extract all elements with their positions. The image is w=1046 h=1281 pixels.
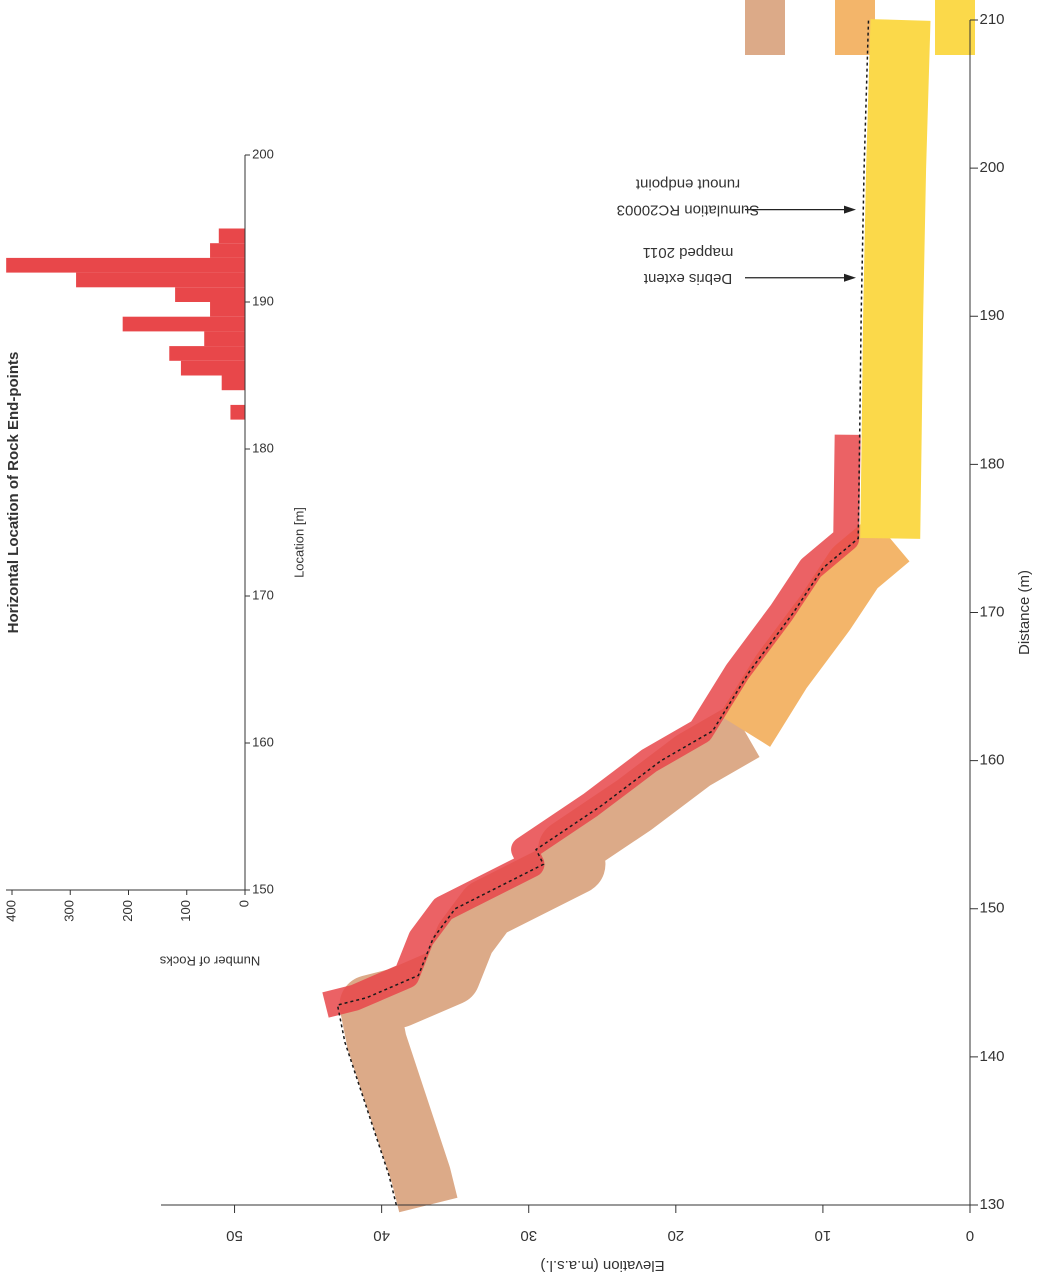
x-tick-label: 150	[252, 881, 274, 896]
x-tick-label: 180	[979, 455, 1004, 472]
histogram-bar	[180, 360, 245, 376]
histogram-bar	[204, 331, 246, 347]
y-tick-label: 40	[373, 1227, 390, 1244]
x-tick-label: 200	[252, 146, 274, 161]
histogram-title: Horizontal Location of Rock End-points	[5, 352, 22, 634]
x-tick-label: 160	[979, 752, 1004, 769]
x-tick-label: 170	[979, 603, 1004, 620]
histogram-bar	[218, 228, 246, 244]
y-tick-label: 0	[236, 900, 251, 907]
rotated-frame: 130 140 150 160 170 180 190 200 210 0 10 20 30 40 50 Di…	[3, 11, 1033, 1274]
x-tick-label: 190	[979, 307, 1004, 324]
x-tick-label: 150	[979, 900, 1004, 917]
y-tick-label: 400	[3, 900, 18, 922]
histogram-bar	[210, 302, 246, 317]
x-tick-label: 200	[979, 159, 1004, 176]
y-axis-title: Number of Rocks	[159, 954, 260, 969]
histogram-bar	[230, 404, 245, 420]
y-tick-label: 30	[520, 1227, 537, 1244]
y-tick-label: 100	[178, 900, 193, 922]
histogram-bar	[76, 272, 245, 288]
arrow-head	[844, 273, 856, 282]
annotation-text: Debris extent	[643, 270, 732, 287]
x-tick-label: 190	[252, 293, 274, 308]
annotation-text: Sumulation RC20003	[617, 202, 760, 219]
layer-band	[339, 704, 760, 1213]
x-tick-label: 140	[979, 1048, 1004, 1065]
layer-swatch	[745, 0, 785, 55]
layer-band	[322, 434, 861, 1018]
histogram-bar	[210, 243, 246, 258]
y-tick-label: 300	[62, 900, 77, 922]
layer-band	[719, 515, 910, 747]
histogram-bar	[6, 257, 245, 273]
layer-band	[860, 19, 931, 539]
x-tick-label: 210	[979, 11, 1004, 28]
x-tick-label: 180	[252, 440, 274, 455]
x-tick-label: 130	[979, 1196, 1004, 1213]
y-axis-title: Elevation (m.a.s.l.)	[540, 1257, 664, 1274]
x-axis-title: Distance (m)	[1016, 570, 1033, 655]
y-tick-label: 10	[815, 1227, 832, 1244]
layer-swatch	[935, 0, 975, 55]
annotation-text: runout endpoint	[635, 176, 740, 193]
histogram-bar	[175, 287, 246, 302]
x-tick-label: 160	[252, 734, 274, 749]
x-axis-title: Location [m]	[291, 507, 306, 578]
arrow-head	[844, 205, 856, 214]
annotation-text: mapped 2011	[643, 244, 734, 261]
y-tick-label: 20	[667, 1227, 684, 1244]
histogram-bar	[122, 316, 245, 332]
y-tick-label: 50	[226, 1227, 243, 1244]
y-tick-label: 0	[966, 1227, 974, 1244]
x-tick-label: 170	[252, 587, 274, 602]
y-tick-label: 200	[120, 900, 135, 922]
profile-line	[336, 19, 870, 1206]
histogram-bar	[221, 375, 245, 391]
histogram-bar	[169, 346, 245, 361]
